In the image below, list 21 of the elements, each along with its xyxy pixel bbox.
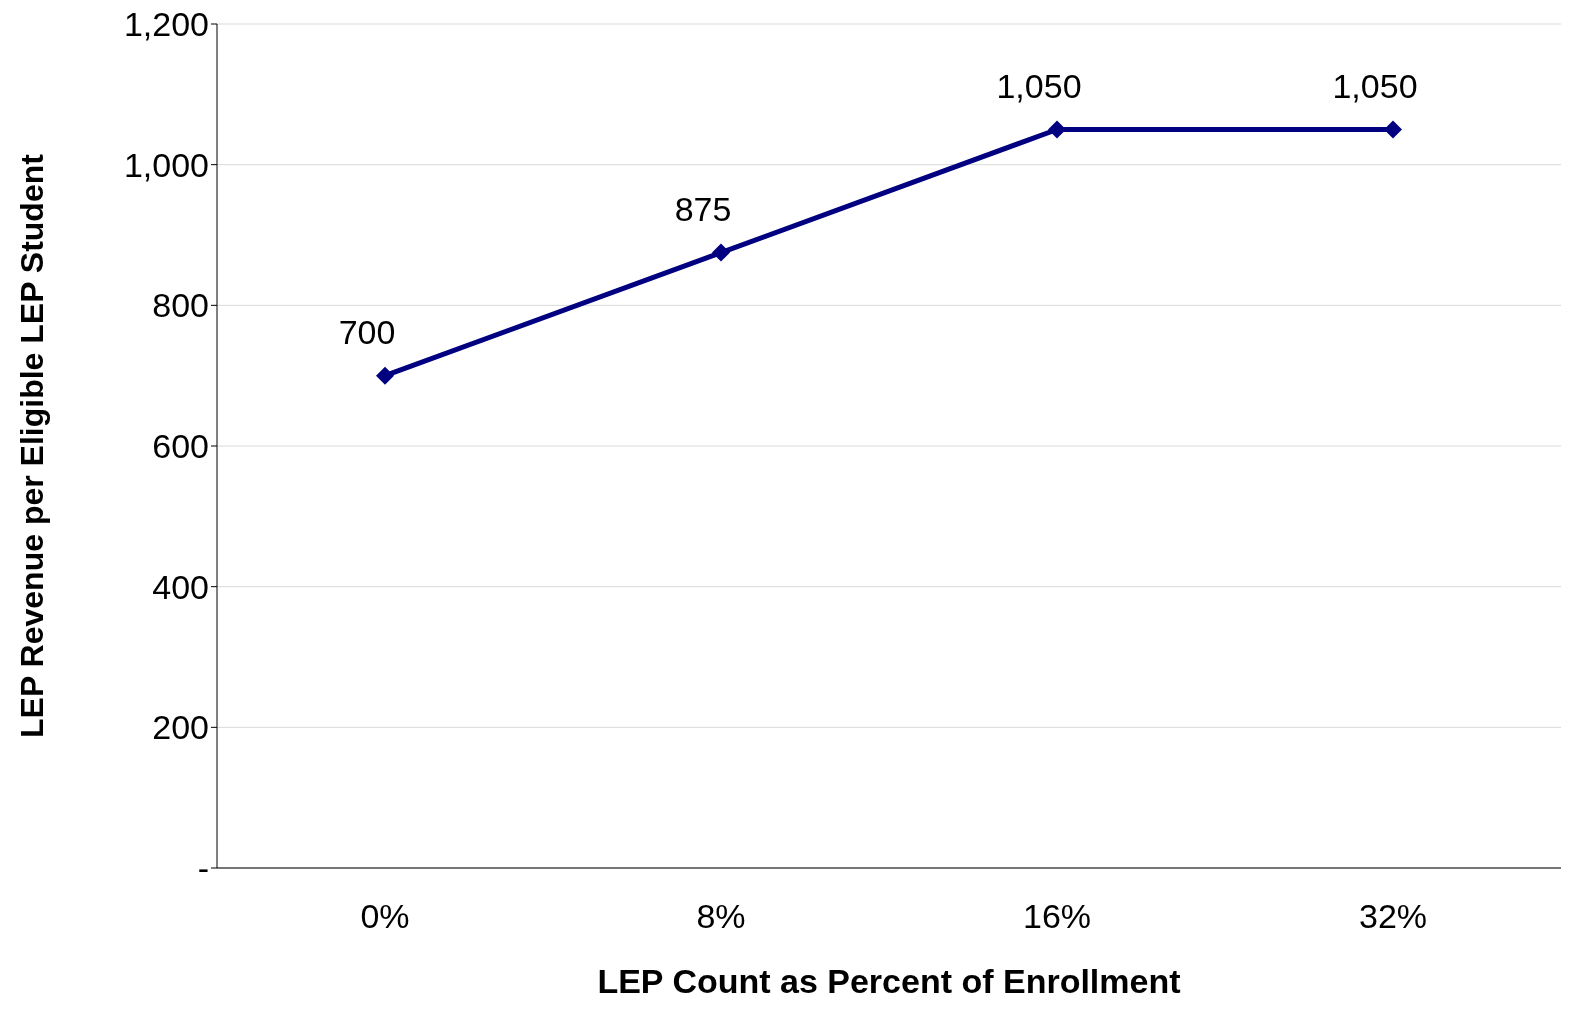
y-tick-label: 600 (152, 427, 209, 466)
x-tick-label: 16% (1022, 897, 1092, 936)
data-label: 1,050 (1332, 66, 1418, 105)
point (1384, 120, 1402, 139)
y-tick-label: 400 (152, 567, 209, 606)
data-label: 700 (338, 312, 396, 351)
x-tick-label: 32% (1358, 897, 1428, 936)
y-tick-label: - (197, 849, 209, 888)
x-tick-label: 8% (696, 897, 746, 936)
point (376, 366, 394, 385)
data-label: 1,050 (996, 66, 1082, 105)
y-tick-label: 200 (152, 708, 209, 747)
y-tick-label: 1,200 (123, 5, 209, 44)
x-tick-label: 0% (360, 897, 410, 936)
data-label: 875 (674, 189, 732, 228)
point (712, 243, 730, 262)
point (1048, 120, 1066, 139)
y-axis-title: LEP Revenue per Eligible LEP Student (14, 153, 50, 738)
y-tick-label: 1,000 (123, 145, 209, 184)
y-tick-label: 800 (152, 286, 209, 325)
x-axis-title: LEP Count as Percent of Enrollment (597, 962, 1181, 1000)
